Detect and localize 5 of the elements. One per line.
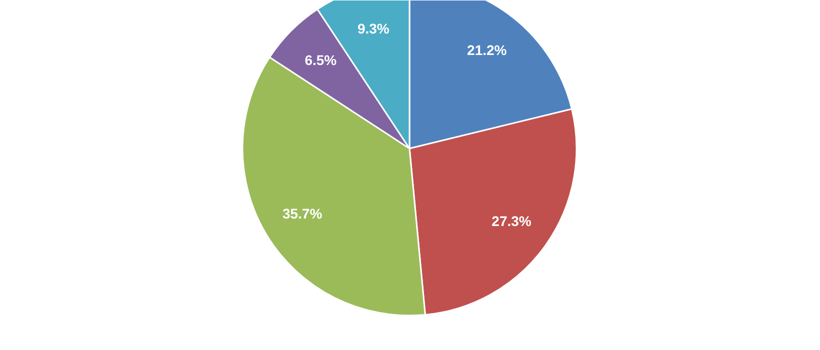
data-label: 27.3% <box>492 213 532 230</box>
data-label: 21.2% <box>467 42 508 58</box>
data-label: 35.7% <box>282 205 323 222</box>
data-label: 6.5% <box>304 52 338 68</box>
data-label: 9.3% <box>357 20 390 37</box>
